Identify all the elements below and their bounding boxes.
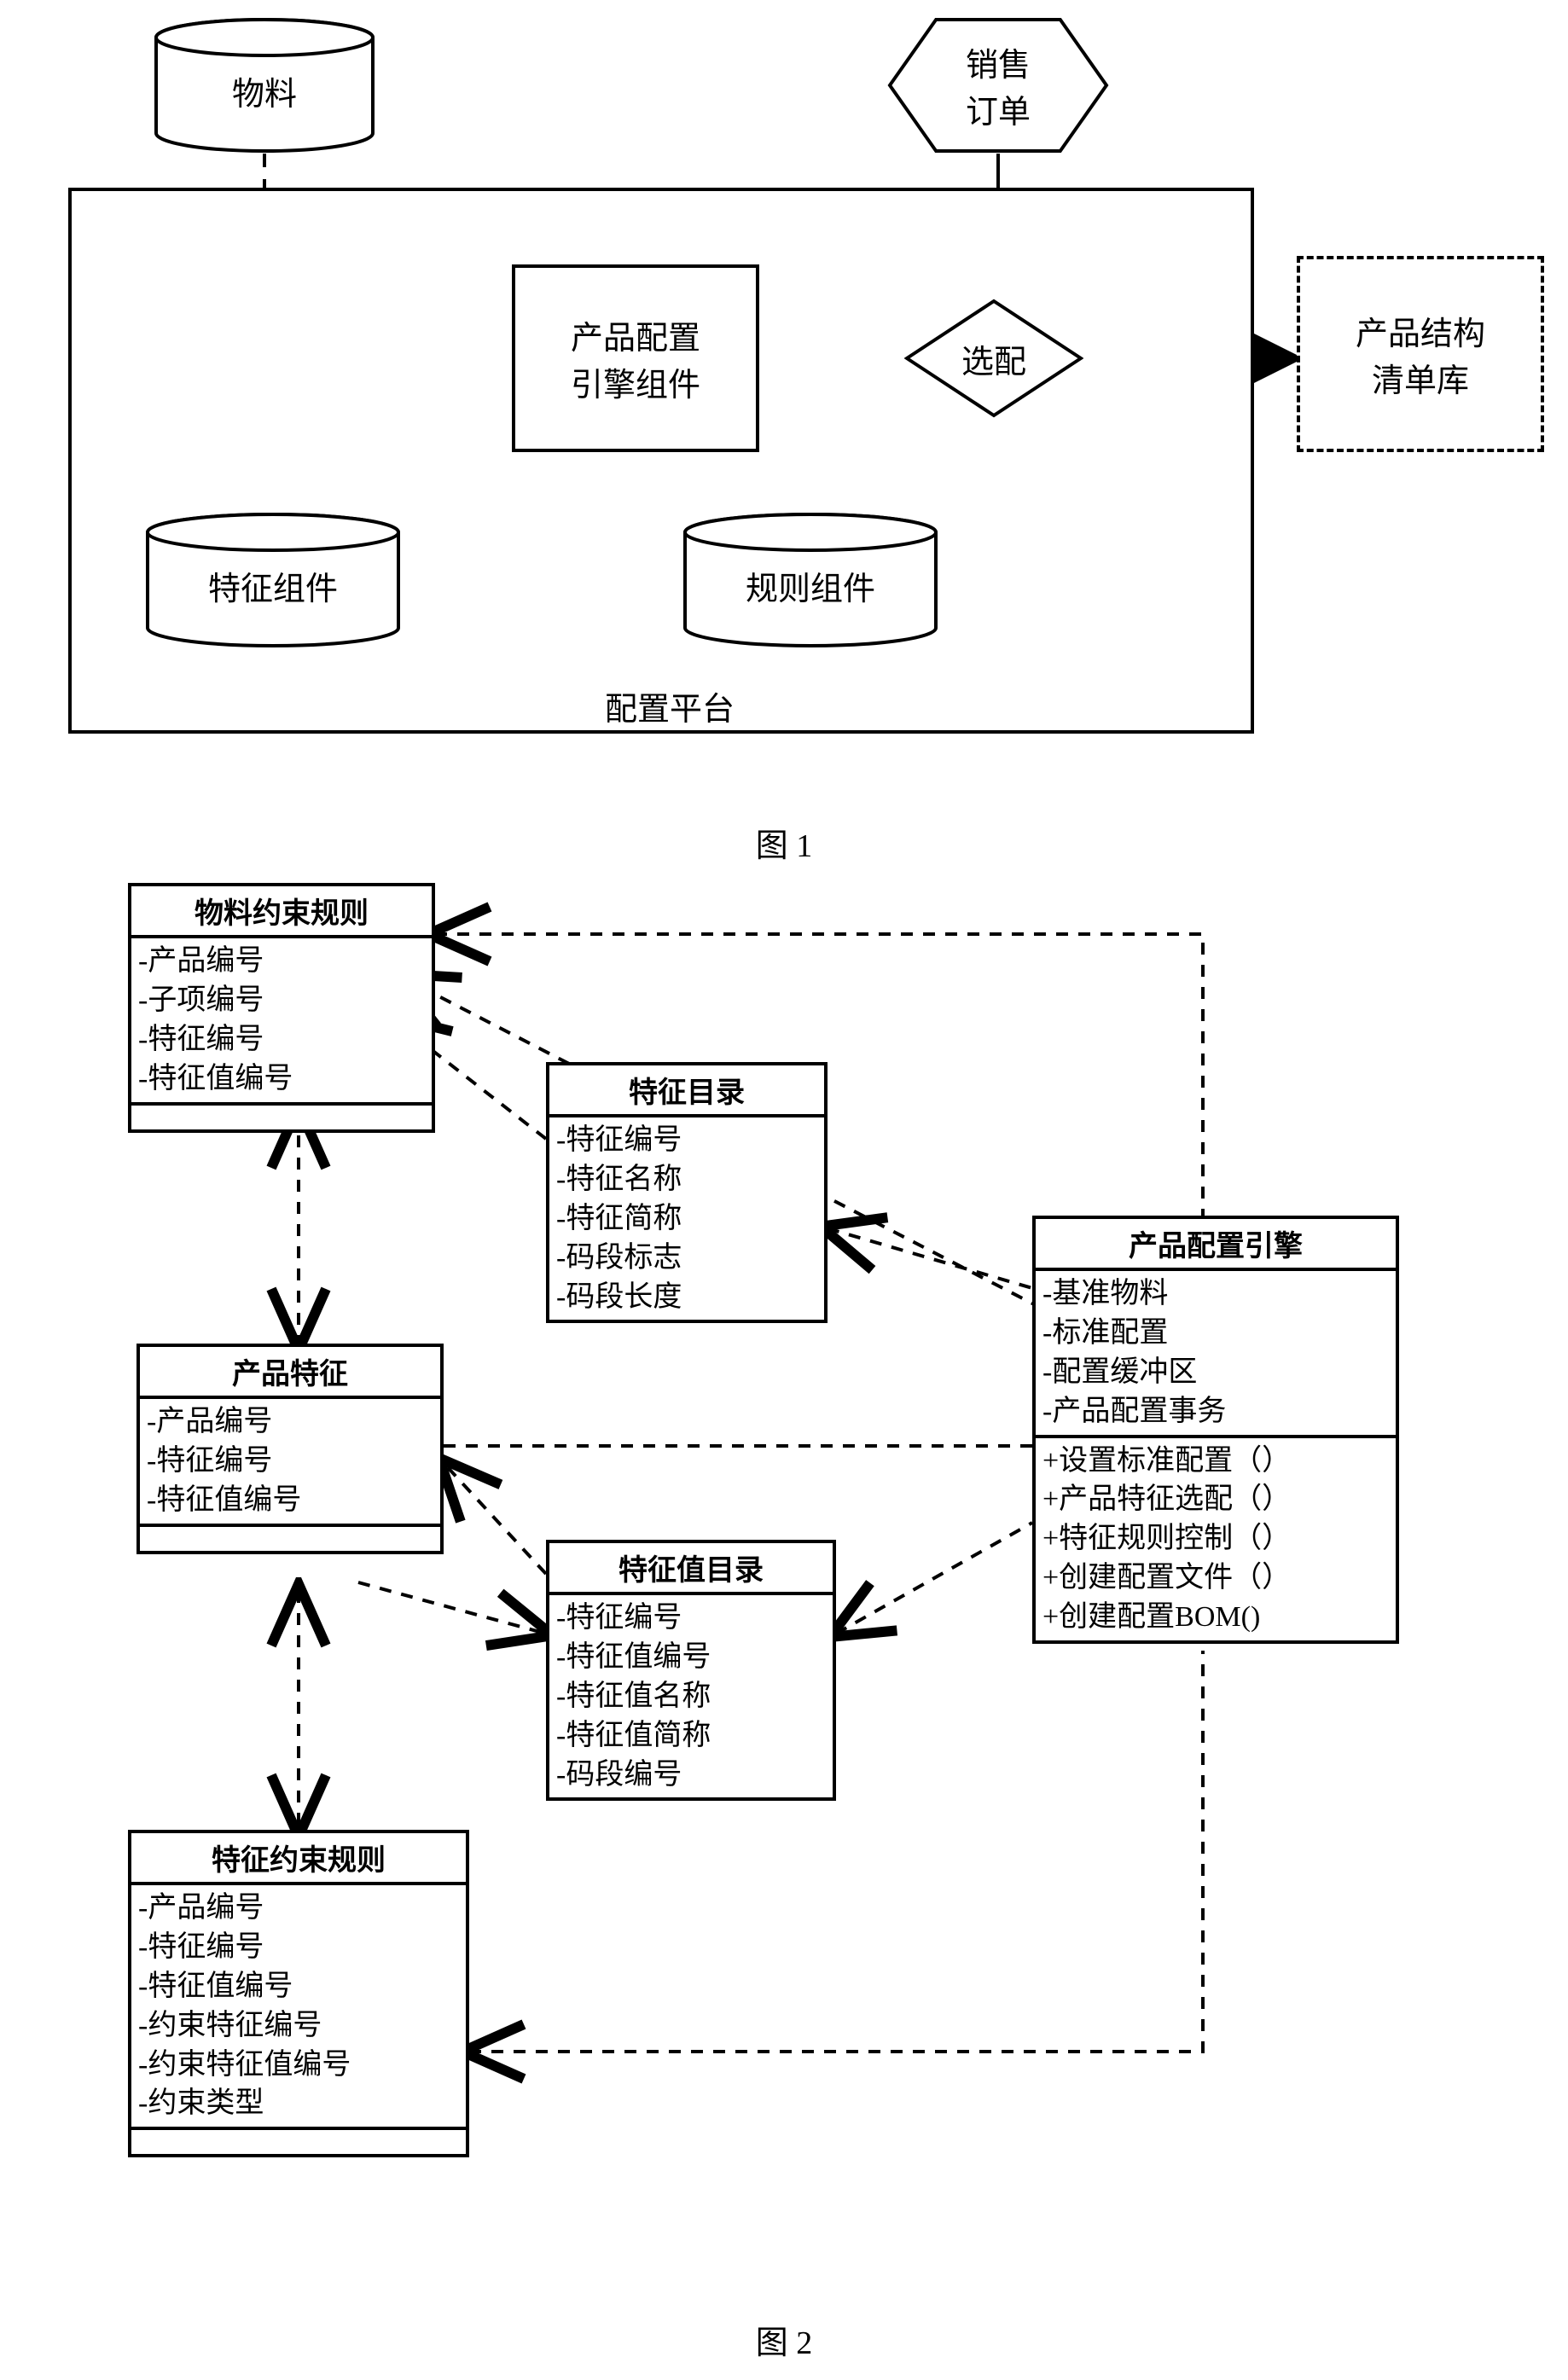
class-attr: -特征值编号	[556, 1638, 826, 1677]
class-attr: -特征编号	[556, 1121, 817, 1160]
class-attr: -基准物料	[1042, 1274, 1389, 1314]
class-attr: -特征编号	[138, 1020, 425, 1059]
node-material: 物料	[154, 17, 375, 154]
class-attr: -约束类型	[138, 2084, 459, 2123]
class-engine-title: 产品配置引擎	[1036, 1219, 1396, 1271]
class-attr: -约束特征编号	[138, 2006, 459, 2046]
class-feat_dir-title: 特征目录	[549, 1065, 824, 1117]
class-attr: -特征编号	[147, 1442, 433, 1481]
node-rule_comp: 规则组件	[682, 512, 938, 648]
figure-2: 物料约束规则-产品编号-子项编号-特征编号-特征值编号特征目录-特征编号-特征名…	[34, 866, 1534, 2282]
class-feat_dir: 特征目录 -特征编号-特征名称-特征简称-码段标志-码段长度	[546, 1062, 828, 1323]
node-sales_order: 销售订单	[887, 17, 1109, 154]
class-featval_dir-title: 特征值目录	[549, 1543, 833, 1595]
class-attr: -特征编号	[138, 1928, 459, 1967]
class-mat_rule-title: 物料约束规则	[131, 886, 432, 938]
figure-1-caption: 图 1	[34, 819, 1534, 866]
figure-2-caption: 图 2	[34, 2316, 1534, 2363]
class-attr: -标准配置	[1042, 1314, 1389, 1353]
node-bom_lib: 产品结构清单库	[1297, 256, 1544, 452]
class-op: +创建配置文件（）	[1042, 1559, 1389, 1598]
class-attr: -码段标志	[556, 1239, 817, 1278]
class-engine: 产品配置引擎-基准物料-标准配置-配置缓冲区-产品配置事务 +设置标准配置（）+产…	[1032, 1216, 1399, 1644]
class-attr: -产品配置事务	[1042, 1392, 1389, 1431]
class-attr: -产品编号	[147, 1402, 433, 1442]
class-feat_rule: 特征约束规则 -产品编号-特征编号-特征值编号-约束特征编号-约束特征值编号-约束…	[128, 1830, 469, 2157]
node-select: 选配	[904, 299, 1083, 418]
class-attr: -特征值编号	[138, 1967, 459, 2006]
class-attr: -特征名称	[556, 1160, 817, 1199]
node-feature_comp: 特征组件	[145, 512, 401, 648]
class-prod_feat-title: 产品特征	[140, 1347, 440, 1399]
class-attr: -特征值简称	[556, 1716, 826, 1756]
class-attr: -码段长度	[556, 1278, 817, 1317]
class-attr: -产品编号	[138, 942, 425, 981]
class-attr: -子项编号	[138, 981, 425, 1020]
class-attr: -特征编号	[556, 1599, 826, 1638]
figure-1: 配置平台 物料销售订单产品配置引擎组件选配产品结构清单库特征组件规则组件	[34, 17, 1534, 785]
class-op: +设置标准配置（）	[1042, 1442, 1389, 1481]
class-op: +产品特征选配（）	[1042, 1480, 1389, 1519]
platform-label: 配置平台	[584, 682, 755, 729]
class-prod_feat: 产品特征-产品编号-特征编号-特征值编号	[136, 1344, 444, 1554]
class-attr: -产品编号	[138, 1889, 459, 1928]
class-attr: -特征值编号	[147, 1481, 433, 1520]
class-op: +创建配置BOM()	[1042, 1598, 1389, 1637]
node-engine: 产品配置引擎组件	[512, 264, 759, 452]
class-featval_dir: 特征值目录 -特征编号-特征值编号-特征值名称-特征值简称-码段编号	[546, 1540, 836, 1801]
class-attr: -配置缓冲区	[1042, 1353, 1389, 1392]
class-attr: -特征值名称	[556, 1677, 826, 1716]
class-attr: -特征简称	[556, 1199, 817, 1239]
class-attr: -码段编号	[556, 1756, 826, 1795]
class-op: +特征规则控制（）	[1042, 1519, 1389, 1559]
class-attr: -约束特征值编号	[138, 2046, 459, 2085]
class-feat_rule-title: 特征约束规则	[131, 1833, 466, 1885]
class-attr: -特征值编号	[138, 1059, 425, 1099]
class-mat_rule: 物料约束规则 -产品编号-子项编号-特征编号-特征值编号	[128, 883, 435, 1133]
